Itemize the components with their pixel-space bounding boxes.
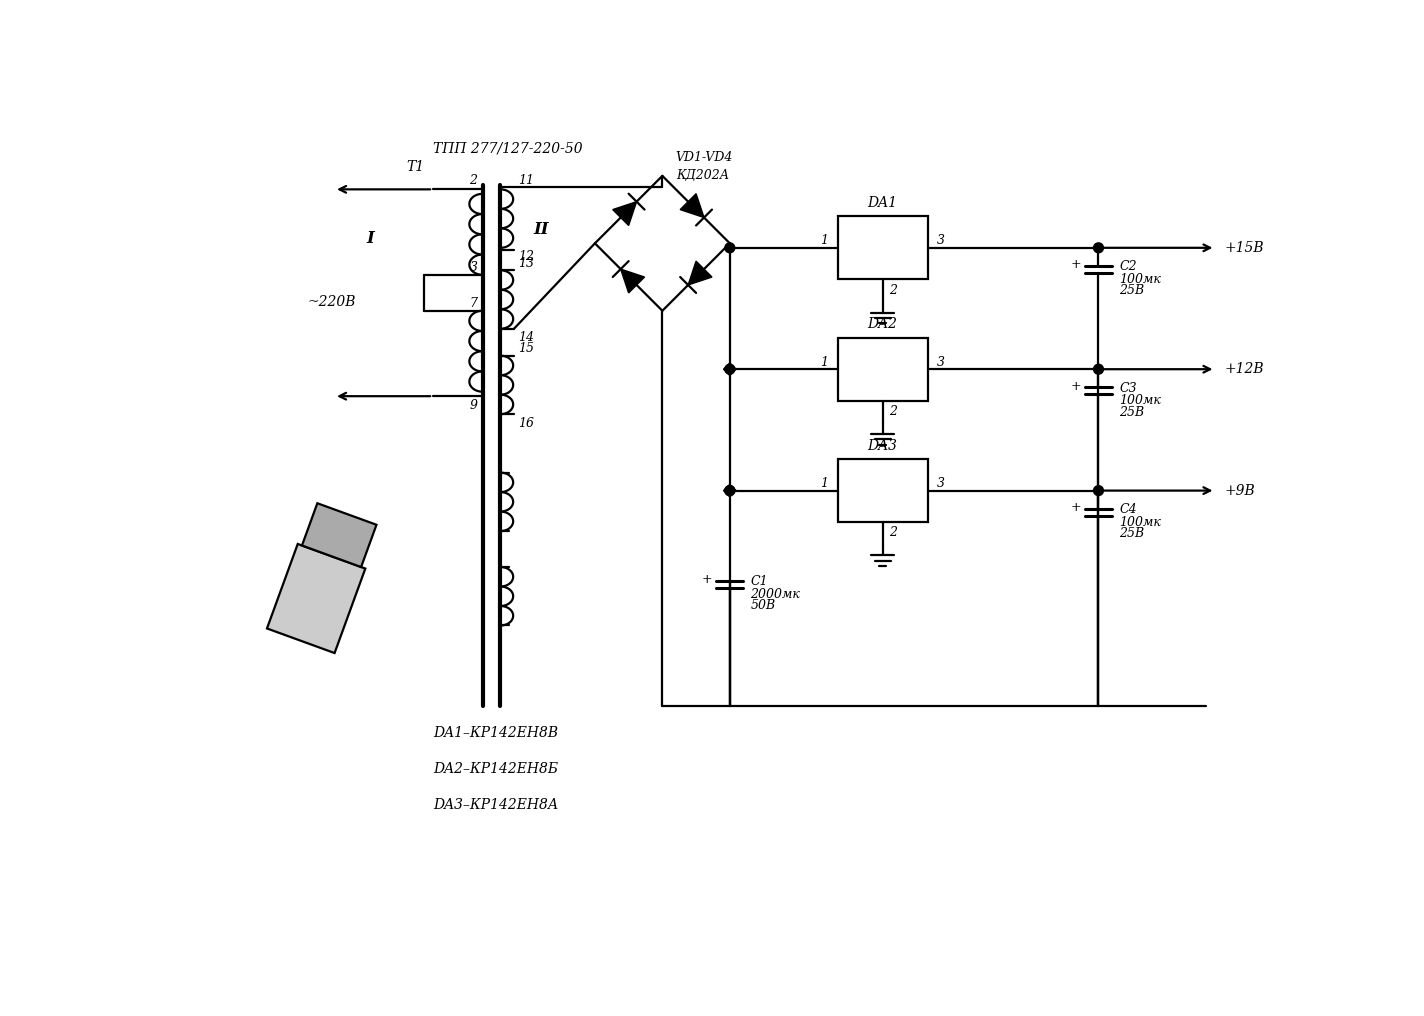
Text: 11: 11 [518,174,534,187]
Text: +9В: +9В [1225,484,1255,498]
Circle shape [725,365,735,374]
Text: +: + [1071,258,1081,271]
Text: T1: T1 [406,160,424,174]
Text: 100мк: 100мк [1119,394,1161,407]
Text: DA1: DA1 [867,196,897,210]
Text: C2: C2 [1119,260,1136,273]
Text: +15В: +15В [1225,241,1265,255]
Text: DA3–КР142ЕН8А: DA3–КР142ЕН8А [433,799,558,813]
Text: C4: C4 [1119,503,1136,516]
Polygon shape [723,485,736,497]
Text: 3: 3 [937,477,946,490]
Text: 7: 7 [470,297,477,310]
Text: 2: 2 [470,174,477,187]
Text: 15: 15 [518,342,534,355]
Text: 25В: 25В [1119,284,1145,298]
Circle shape [1094,486,1104,496]
Polygon shape [723,363,736,376]
Text: 100мк: 100мк [1119,272,1161,285]
Bar [837,216,927,279]
Text: 1: 1 [820,477,829,490]
Text: 100мк: 100мк [1119,515,1161,528]
Text: 16: 16 [518,417,534,430]
Text: ~220В: ~220В [308,295,356,309]
Circle shape [725,486,735,496]
Text: ТПП 277/127-220-50: ТПП 277/127-220-50 [433,142,582,155]
Text: DA1–КР142ЕН8В: DA1–КР142ЕН8В [433,726,558,741]
Text: 3: 3 [470,261,477,274]
Polygon shape [612,201,637,226]
Text: 2: 2 [890,283,897,297]
Polygon shape [681,194,703,217]
Text: 14: 14 [518,331,534,344]
Text: +: + [1071,380,1081,393]
Text: DA2–КР142ЕН8Б: DA2–КР142ЕН8Б [433,762,558,776]
Text: DA3: DA3 [867,439,897,453]
Circle shape [1094,243,1104,253]
Text: 12: 12 [518,250,534,263]
Text: +: + [1071,501,1081,514]
Text: 25В: 25В [1119,527,1145,541]
Text: C1: C1 [750,575,768,588]
Polygon shape [621,269,645,293]
Bar [837,337,927,400]
Circle shape [725,243,735,253]
Text: C3: C3 [1119,382,1136,394]
Text: 2: 2 [890,526,897,539]
Text: 25В: 25В [1119,405,1145,419]
Text: 3: 3 [937,356,946,369]
Text: 50В: 50В [750,599,776,613]
Text: DA2: DA2 [867,317,897,331]
Text: КД202А: КД202А [676,170,729,183]
Text: 13: 13 [518,257,534,269]
Text: 1: 1 [820,356,829,369]
Text: I: I [366,231,375,247]
Circle shape [725,486,735,496]
Text: VD1-VD4: VD1-VD4 [676,151,733,165]
Circle shape [1094,365,1104,374]
Bar [837,459,927,522]
Text: 1: 1 [820,234,829,247]
Text: 3: 3 [937,234,946,247]
Text: 9: 9 [470,398,477,411]
Bar [302,503,376,567]
Text: 2000мк: 2000мк [750,587,800,600]
Bar [266,544,366,653]
Text: +: + [702,573,712,586]
Text: +12В: +12В [1225,363,1265,376]
Text: II: II [533,221,548,239]
Text: 2: 2 [890,405,897,418]
Polygon shape [688,261,712,284]
